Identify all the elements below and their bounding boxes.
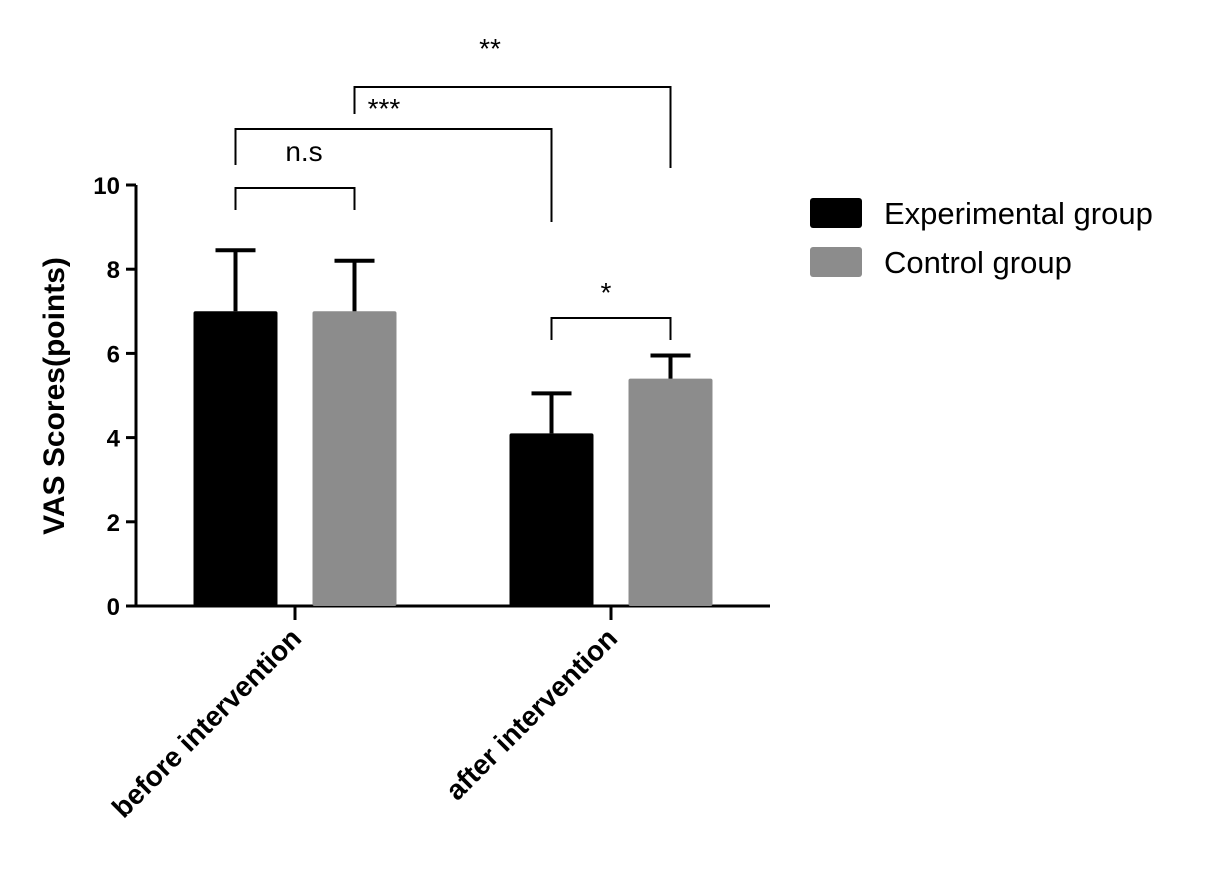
- y-axis: 0 2 4 6 8 10: [93, 173, 138, 621]
- legend-swatch: [810, 247, 862, 277]
- x-tick-label: before intervention: [106, 622, 307, 823]
- y-tick-label: 8: [107, 257, 120, 284]
- y-tick-label: 2: [107, 510, 120, 537]
- bar: [509, 433, 594, 606]
- bar: [628, 378, 713, 606]
- y-tick-label: 6: [107, 341, 120, 368]
- significance-label: **: [479, 33, 501, 64]
- significance-brackets: n.s******: [234, 33, 672, 340]
- y-tick-label: 10: [93, 173, 120, 200]
- significance-label: ***: [368, 93, 401, 124]
- y-tick-label: 4: [107, 426, 121, 453]
- significance-bracket: [234, 128, 553, 222]
- y-axis-label: VAS Scores(points): [38, 257, 71, 535]
- significance-bracket: [550, 317, 672, 340]
- significance-label: n.s: [285, 136, 322, 167]
- bar: [193, 311, 278, 606]
- bar: [312, 311, 397, 606]
- y-tick-label: 0: [107, 594, 120, 621]
- significance-bracket: [353, 86, 672, 168]
- significance-bracket: [234, 187, 356, 210]
- x-tick-label: after intervention: [440, 622, 624, 806]
- bars: [193, 248, 713, 606]
- legend-swatch: [810, 198, 862, 228]
- legend-label: Control group: [884, 245, 1072, 280]
- x-axis: before intervention after intervention: [106, 604, 770, 824]
- legend-label: Experimental group: [884, 196, 1153, 231]
- significance-label: *: [601, 277, 612, 308]
- legend: Experimental group Control group: [810, 196, 1153, 280]
